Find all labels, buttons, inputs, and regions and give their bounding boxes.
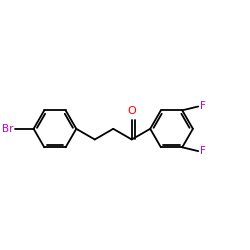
Text: O: O: [127, 106, 136, 117]
Text: F: F: [200, 146, 206, 156]
Text: F: F: [200, 102, 206, 112]
Text: Br: Br: [2, 124, 14, 134]
